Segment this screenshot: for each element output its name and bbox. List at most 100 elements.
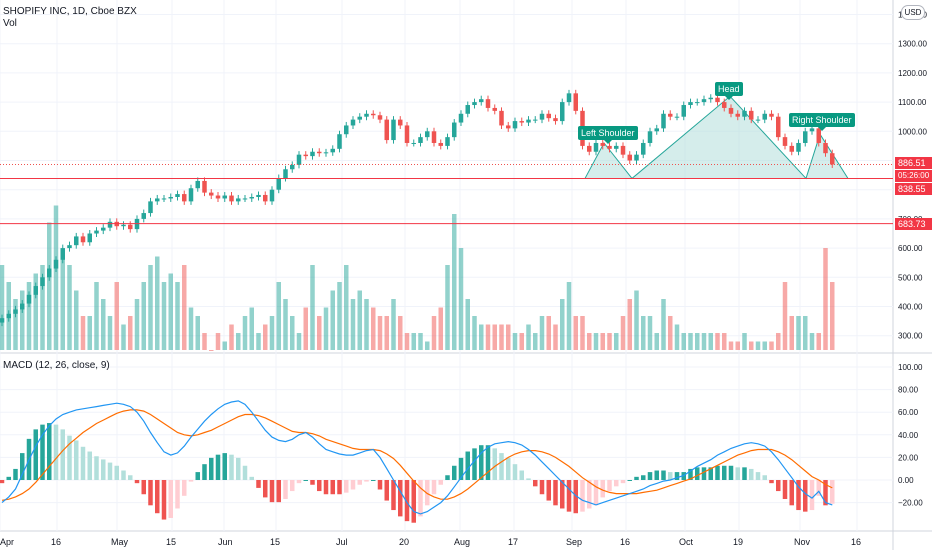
- volume-bar: [20, 290, 25, 350]
- candle-body: [647, 131, 653, 143]
- volume-bar: [209, 350, 214, 351]
- macd-histogram-bar: [128, 475, 133, 480]
- macd-histogram-bar: [627, 480, 632, 481]
- macd-histogram-bar: [303, 480, 308, 481]
- volume-bar: [587, 333, 592, 350]
- candle-body: [249, 197, 254, 199]
- candle-body: [74, 236, 79, 246]
- macd-histogram-bar: [512, 464, 518, 480]
- volume-bar: [161, 282, 167, 350]
- volume-bar: [803, 316, 808, 350]
- volume-bar: [533, 333, 538, 350]
- left-shoulder-label: Left Shoulder: [578, 126, 638, 144]
- volume-label[interactable]: Vol: [3, 18, 17, 29]
- macd-histogram-bar: [202, 464, 207, 480]
- volume-bar: [364, 299, 369, 350]
- candle-body: [94, 230, 99, 234]
- time-tick-label: 15: [270, 537, 280, 547]
- volume-bar: [546, 316, 551, 350]
- macd-histogram-bar: [33, 429, 38, 480]
- time-tick-label: 19: [733, 537, 743, 547]
- volume-bar: [337, 282, 342, 350]
- macd-tick-label: −20.00: [898, 499, 923, 508]
- macd-histogram-bar: [803, 480, 808, 512]
- candle-body: [13, 309, 18, 314]
- candle-body: [175, 194, 180, 197]
- candle-body: [6, 313, 11, 319]
- candle-body: [33, 286, 38, 295]
- volume-bar: [60, 256, 65, 350]
- candle-body: [290, 164, 295, 170]
- volume-bar: [789, 316, 794, 350]
- macd-histogram-bar: [769, 480, 774, 484]
- candle-body: [445, 137, 450, 146]
- candle-body: [431, 131, 437, 143]
- candle-body: [384, 119, 389, 141]
- volume-bar: [404, 333, 410, 350]
- candle-body: [344, 125, 349, 135]
- time-tick-label: Aug: [454, 537, 470, 547]
- volume-bar: [539, 316, 545, 350]
- candle-body: [0, 318, 5, 323]
- macd-histogram-bar: [344, 480, 349, 493]
- volume-bar: [323, 307, 329, 350]
- macd-histogram-bar: [830, 480, 835, 504]
- candle-body: [593, 142, 599, 152]
- volume-bar: [384, 316, 389, 350]
- time-tick-label: 16: [851, 537, 861, 547]
- volume-bar: [668, 316, 673, 350]
- volume-bar: [674, 324, 680, 350]
- candle-body: [242, 198, 248, 200]
- candle-body: [458, 113, 464, 123]
- symbol-title[interactable]: SHOPIFY INC, 1D, Cboe BZX: [3, 6, 137, 17]
- macd-histogram-bar: [6, 476, 11, 480]
- volume-bar: [114, 282, 119, 350]
- candle-body: [627, 154, 632, 161]
- macd-histogram-bar: [411, 480, 416, 523]
- volume-bar: [303, 307, 308, 350]
- volume-bar: [310, 265, 315, 350]
- price-tick-label: 600.00: [898, 244, 923, 253]
- volume-bar: [769, 341, 774, 350]
- candle-body: [229, 195, 234, 202]
- volume-bar: [330, 290, 335, 350]
- candle-body: [128, 224, 133, 230]
- macd-histogram-bar: [526, 478, 531, 480]
- time-tick-label: Oct: [679, 537, 694, 547]
- macd-histogram-bar: [715, 465, 720, 480]
- candle-body: [560, 102, 565, 122]
- currency-badge[interactable]: USD: [901, 5, 925, 20]
- volume-bar: [371, 307, 376, 350]
- macd-histogram-bar: [371, 480, 376, 481]
- macd-label[interactable]: MACD (12, 26, close, 9): [3, 360, 110, 371]
- volume-bar: [398, 316, 403, 350]
- volume-bar: [600, 333, 605, 350]
- candle-body: [512, 121, 518, 129]
- macd-histogram-bar: [728, 465, 734, 480]
- macd-histogram-bar: [553, 480, 558, 506]
- volume-bar: [458, 248, 464, 350]
- macd-histogram-bar: [161, 480, 167, 520]
- volume-bar: [681, 333, 686, 350]
- volume-bar: [391, 299, 396, 350]
- macd-histogram-bar: [620, 480, 626, 484]
- macd-histogram-bar: [688, 468, 693, 480]
- volume-bar: [749, 341, 754, 350]
- macd-histogram-bar: [283, 480, 288, 499]
- candle-body: [67, 245, 72, 249]
- price-tick-label: 1000.00: [898, 127, 927, 136]
- volume-bar: [242, 316, 248, 350]
- candle-body: [283, 169, 288, 179]
- macd-histogram-bar: [560, 480, 565, 509]
- price-tick-label: 300.00: [898, 332, 923, 341]
- time-tick-label: May: [111, 537, 129, 547]
- volume-bar: [107, 316, 113, 350]
- time-tick-label: 15: [166, 537, 176, 547]
- volume-bar: [87, 316, 92, 350]
- volume-bar: [715, 333, 720, 350]
- volume-bar: [830, 282, 835, 350]
- volume-bar: [526, 324, 531, 350]
- candle-body: [546, 113, 551, 119]
- price-tick-label: 1300.00: [898, 40, 927, 49]
- macd-histogram-bar: [614, 480, 619, 487]
